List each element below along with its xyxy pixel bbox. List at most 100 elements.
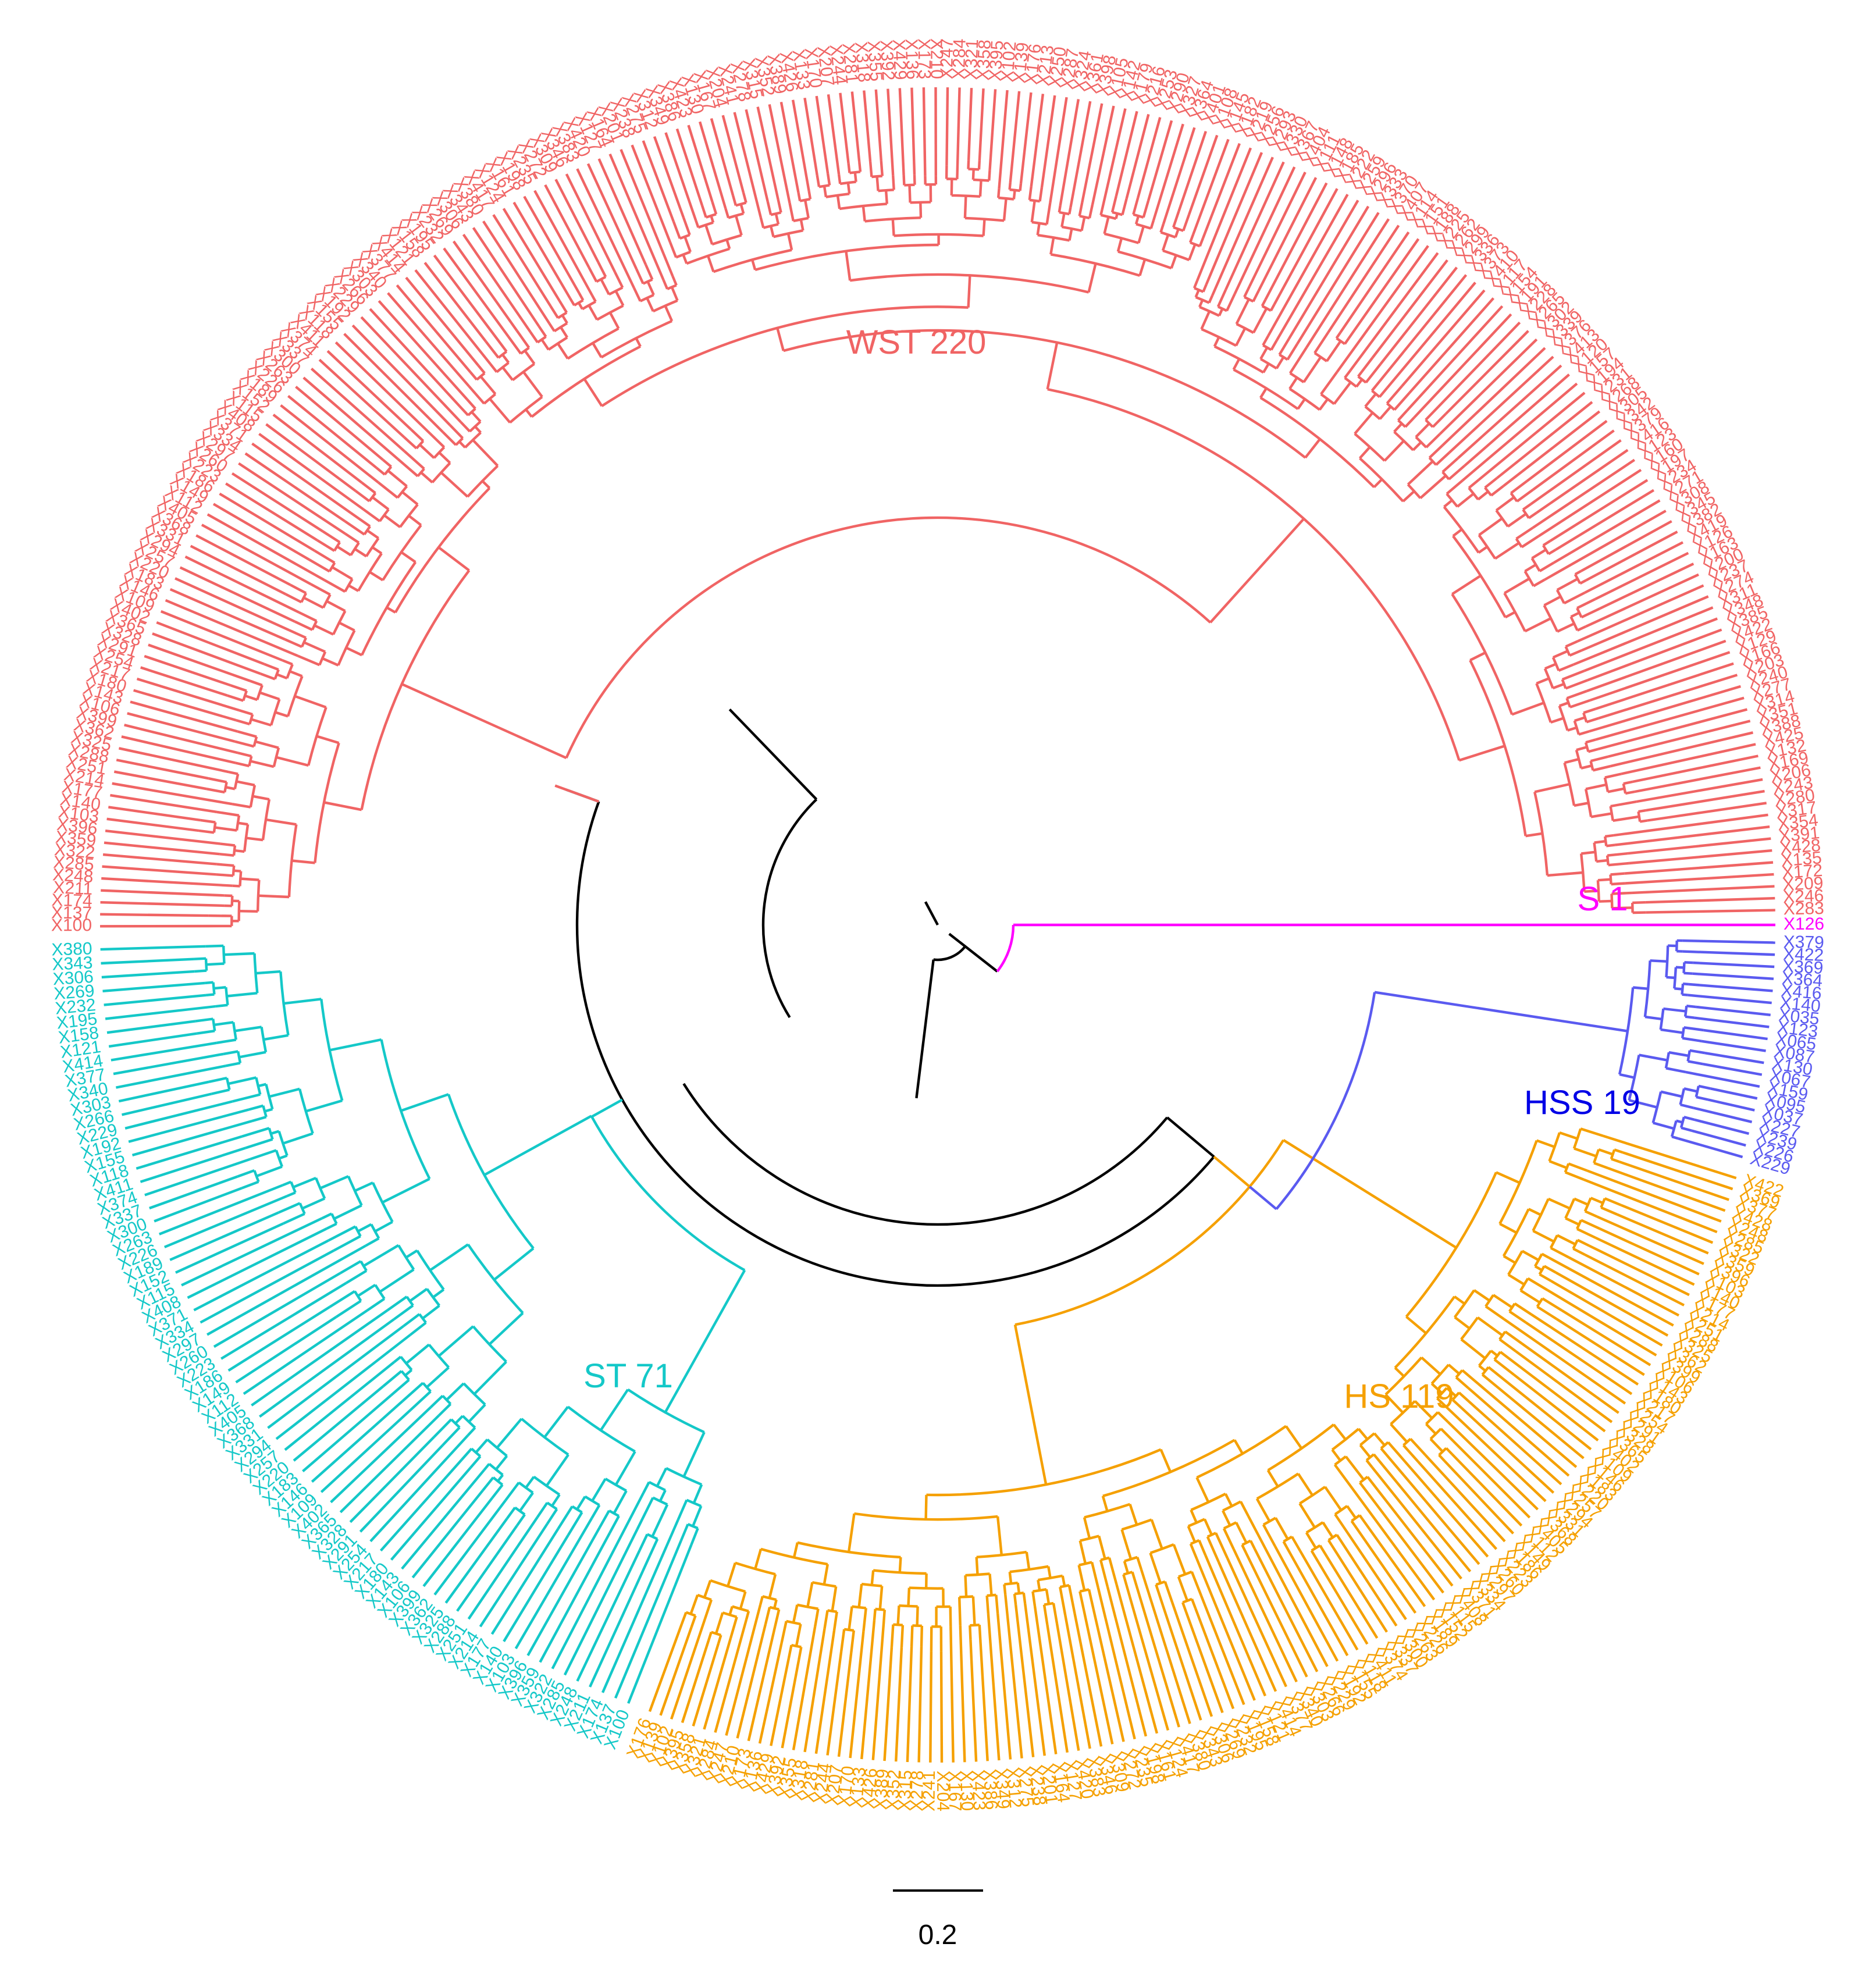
tip-branch [1599, 563, 1695, 610]
branch-line [635, 268, 645, 284]
branch-line [1262, 1524, 1276, 1547]
branch-line [460, 421, 471, 433]
branch-line [1393, 422, 1403, 433]
tip-branch [554, 179, 600, 263]
tip-branch [653, 136, 685, 218]
branch-arc [706, 213, 717, 219]
branch-arc [1622, 783, 1627, 794]
tip-label: X126 [1784, 914, 1824, 934]
branch-line [1610, 800, 1637, 808]
tip-branch [1106, 1586, 1148, 1737]
branch-line [1548, 1160, 1568, 1169]
tip-label: X100 [51, 916, 92, 935]
branch-line [227, 694, 244, 702]
branch-line [651, 1504, 669, 1537]
branch-line [446, 1382, 465, 1401]
branch-arc [1079, 215, 1090, 220]
branch-line [1365, 1459, 1373, 1468]
branch-line [1580, 764, 1593, 770]
tip-branch [1195, 1558, 1256, 1701]
branch-line [1683, 1087, 1698, 1093]
branch-line [250, 1149, 277, 1161]
branch-line [754, 1548, 763, 1569]
branch-line [316, 539, 335, 552]
branch-line [1108, 1557, 1118, 1585]
branch-line [1333, 1423, 1347, 1440]
branch-line [289, 670, 303, 678]
branch-arc [1555, 589, 1565, 604]
tip-branch [551, 1492, 645, 1669]
tip-branch [1257, 177, 1318, 291]
branch-line [1045, 202, 1052, 225]
branch-line [1528, 511, 1538, 519]
branch-line [546, 1508, 558, 1525]
branch-arc [786, 1619, 801, 1626]
branch-line [419, 443, 435, 459]
tip-branch [1033, 1606, 1058, 1754]
branch-line [494, 1455, 508, 1471]
branch-line [458, 440, 467, 448]
branch-line [382, 1177, 430, 1204]
branch-line [386, 606, 396, 614]
branch-line [323, 579, 346, 593]
tip-branch [492, 214, 552, 307]
branch-line [265, 818, 297, 826]
branch-line [1120, 1529, 1133, 1560]
tip-branch [949, 1626, 955, 1763]
branch-arc [428, 1344, 450, 1369]
branch-line [1046, 342, 1059, 390]
tip-branch [1525, 1321, 1633, 1396]
branch-line [1103, 216, 1110, 234]
tip-branch [514, 1517, 593, 1650]
branch-line [1310, 1550, 1320, 1563]
branch-line [1499, 1222, 1518, 1234]
branch-line [437, 546, 470, 572]
backbone-arc [761, 798, 818, 1019]
branch-line [1090, 1561, 1099, 1588]
cluster-label-s1: S 1 [1577, 880, 1628, 918]
branch-line [1478, 546, 1488, 554]
branch-line [1297, 398, 1306, 410]
branch-line [759, 216, 765, 229]
branch-line [1150, 1519, 1163, 1550]
branch-line [1516, 488, 1534, 503]
branch-arc [359, 1260, 368, 1272]
branch-arc [557, 311, 568, 319]
tip-branch [544, 184, 590, 268]
branch-line [238, 1051, 266, 1059]
branch-line [576, 1496, 586, 1510]
tip-branch [601, 1519, 679, 1693]
branch-line [1174, 228, 1180, 238]
tip-label: X380 [51, 939, 92, 959]
branch-line [898, 1557, 902, 1573]
branch-line [326, 600, 346, 613]
branch-arc [1201, 328, 1237, 347]
tip-branch [1248, 172, 1307, 287]
branch-line [1531, 549, 1547, 560]
branch-line [600, 278, 610, 296]
branch-arc [394, 487, 491, 613]
branch-line [1625, 790, 1635, 795]
tip-branch [1376, 1489, 1454, 1587]
branch-arc [1103, 232, 1140, 244]
branch-line [1536, 677, 1550, 685]
branch-arc [912, 1624, 922, 1628]
branch-arc [328, 562, 336, 572]
tip-branch [1584, 1253, 1685, 1307]
branch-line [518, 1491, 534, 1512]
tip-branch [1469, 1414, 1555, 1494]
branch-arc [1535, 683, 1552, 723]
tip-branch [1553, 499, 1661, 564]
tip-branch [113, 770, 207, 791]
branch-line [323, 801, 362, 811]
tip-branch [792, 1626, 817, 1750]
tip-branch [105, 1005, 216, 1020]
branch-arc [1344, 376, 1358, 388]
branch-line [305, 1099, 343, 1113]
branch-arc [1223, 1521, 1237, 1530]
branch-line [1346, 1505, 1357, 1519]
branch-line [393, 1304, 414, 1320]
tip-branch [106, 1020, 195, 1034]
branch-line [689, 1594, 699, 1615]
branch-line [525, 408, 533, 418]
